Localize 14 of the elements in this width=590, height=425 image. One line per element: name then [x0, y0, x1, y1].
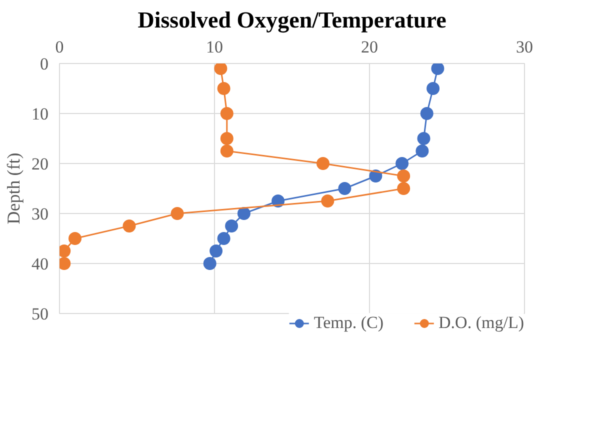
- x-tick-label: 30: [516, 38, 533, 56]
- y-tick-label: 50: [32, 304, 48, 324]
- x-tick-label: 20: [361, 38, 378, 56]
- y-tick-label: 10: [32, 104, 48, 124]
- legend-label: D.O. (mg/L): [438, 313, 524, 333]
- chart-title: Dissolved Oxygen/Temperature: [138, 8, 446, 34]
- y-axis-title: Depth (ft): [4, 152, 24, 224]
- y-tick-label: 0: [40, 54, 48, 74]
- y-tick-label: 20: [32, 154, 48, 174]
- y-tick-label: 30: [32, 204, 48, 224]
- legend-label: Temp. (C): [314, 313, 384, 333]
- x-tick-label: 10: [206, 38, 223, 56]
- x-tick-label: 0: [55, 38, 64, 56]
- y-tick-label: 40: [32, 254, 48, 274]
